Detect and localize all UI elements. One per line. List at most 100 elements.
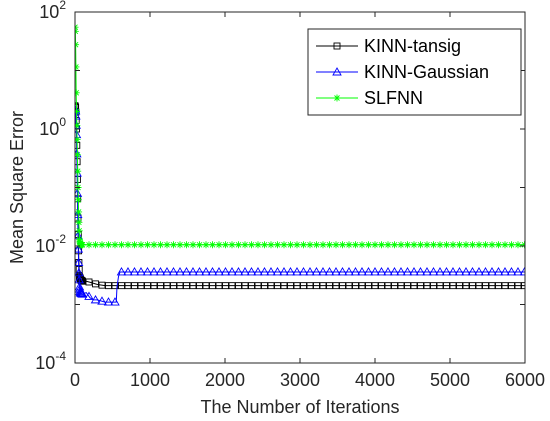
- data-point-marker: [384, 282, 392, 290]
- series-kinn-tansig: [75, 102, 525, 290]
- data-point-marker: [378, 282, 385, 290]
- data-point-marker: [488, 282, 496, 290]
- data-point-marker: [352, 282, 359, 290]
- data-point-marker: [467, 267, 478, 276]
- data-point-marker: [116, 267, 127, 276]
- data-point-marker: [487, 267, 497, 276]
- data-point-marker: [469, 241, 476, 249]
- data-point-marker: [462, 241, 470, 249]
- y-axis-label: Mean Square Error: [7, 111, 27, 264]
- data-point-marker: [488, 241, 496, 249]
- data-point-marker: [376, 267, 387, 276]
- data-point-marker: [326, 241, 333, 249]
- data-point-marker: [449, 282, 457, 290]
- series-line: [75, 105, 525, 287]
- legend: KINN-tansig KINN-Gaussian SLFNN: [307, 28, 522, 116]
- legend-entry: SLFNN: [316, 88, 423, 108]
- data-point-marker: [75, 227, 83, 235]
- data-point-marker: [300, 241, 307, 249]
- data-point-marker: [493, 267, 504, 276]
- data-point-marker: [357, 267, 367, 276]
- legend-label: KINN-tansig: [364, 36, 461, 56]
- data-point-marker: [267, 241, 275, 249]
- data-point-marker: [435, 267, 445, 276]
- data-point-marker: [75, 89, 80, 97]
- data-point-marker: [75, 151, 81, 159]
- data-point-marker: [428, 267, 439, 276]
- data-point-marker: [332, 241, 340, 249]
- data-point-marker: [417, 282, 424, 290]
- data-point-marker: [75, 218, 83, 226]
- data-point-marker: [311, 267, 322, 276]
- data-point-marker: [92, 241, 99, 249]
- data-point-marker: [150, 282, 158, 290]
- data-point-marker: [189, 241, 197, 249]
- data-point-marker: [514, 282, 522, 290]
- data-point-marker: [415, 267, 426, 276]
- data-point-marker: [75, 167, 82, 175]
- data-point-marker: [514, 241, 522, 249]
- data-point-marker: [384, 241, 392, 249]
- data-point-marker: [293, 282, 301, 290]
- data-point-marker: [196, 282, 203, 290]
- data-point-marker: [365, 282, 372, 290]
- data-point-marker: [84, 291, 94, 300]
- data-point-marker: [228, 282, 236, 290]
- x-tick-label: 1000: [130, 370, 170, 390]
- data-point-marker: [176, 241, 184, 249]
- data-point-marker: [482, 241, 489, 249]
- data-point-marker: [75, 121, 81, 129]
- data-point-marker: [202, 282, 210, 290]
- data-point-marker: [209, 282, 216, 290]
- data-point-marker: [506, 267, 517, 276]
- data-point-marker: [436, 241, 444, 249]
- data-point-marker: [222, 282, 229, 290]
- data-point-marker: [77, 289, 88, 298]
- data-point-marker: [409, 267, 419, 276]
- data-point-marker: [345, 241, 353, 249]
- data-point-marker: [339, 241, 346, 249]
- data-point-marker: [279, 267, 289, 276]
- data-point-marker: [430, 282, 437, 290]
- data-point-marker: [508, 282, 515, 290]
- data-point-marker: [75, 120, 81, 129]
- data-point-marker: [111, 282, 119, 290]
- data-point-marker: [287, 282, 294, 290]
- data-point-marker: [313, 241, 320, 249]
- data-point-marker: [475, 241, 483, 249]
- data-point-marker: [105, 282, 112, 290]
- data-point-marker: [168, 267, 179, 276]
- data-point-marker: [319, 241, 327, 249]
- data-point-marker: [495, 241, 502, 249]
- data-point-marker: [142, 267, 153, 276]
- data-point-marker: [118, 282, 125, 290]
- data-point-marker: [253, 267, 263, 276]
- data-point-marker: [75, 129, 82, 139]
- data-point-marker: [75, 136, 81, 144]
- data-point-marker: [358, 282, 366, 290]
- data-point-marker: [98, 281, 106, 289]
- data-point-marker: [371, 282, 379, 290]
- data-point-marker: [118, 241, 125, 249]
- data-point-marker: [170, 282, 177, 290]
- data-point-marker: [235, 241, 242, 249]
- data-point-marker: [410, 282, 418, 290]
- data-point-marker: [75, 107, 80, 115]
- data-point-marker: [397, 282, 405, 290]
- data-point-marker: [436, 282, 444, 290]
- data-point-marker: [469, 282, 476, 290]
- data-point-marker: [124, 241, 132, 249]
- data-point-marker: [194, 267, 205, 276]
- data-point-marker: [181, 267, 192, 276]
- data-point-marker: [202, 241, 210, 249]
- data-point-marker: [207, 267, 218, 276]
- x-axis-label: The Number of Iterations: [200, 397, 399, 417]
- data-point-marker: [423, 241, 431, 249]
- series-kinn-gaussian: [75, 104, 525, 306]
- data-point-marker: [157, 282, 164, 290]
- data-point-marker: [287, 241, 294, 249]
- data-point-marker: [110, 297, 120, 306]
- data-point-marker: [103, 297, 114, 306]
- data-point-marker: [331, 267, 341, 276]
